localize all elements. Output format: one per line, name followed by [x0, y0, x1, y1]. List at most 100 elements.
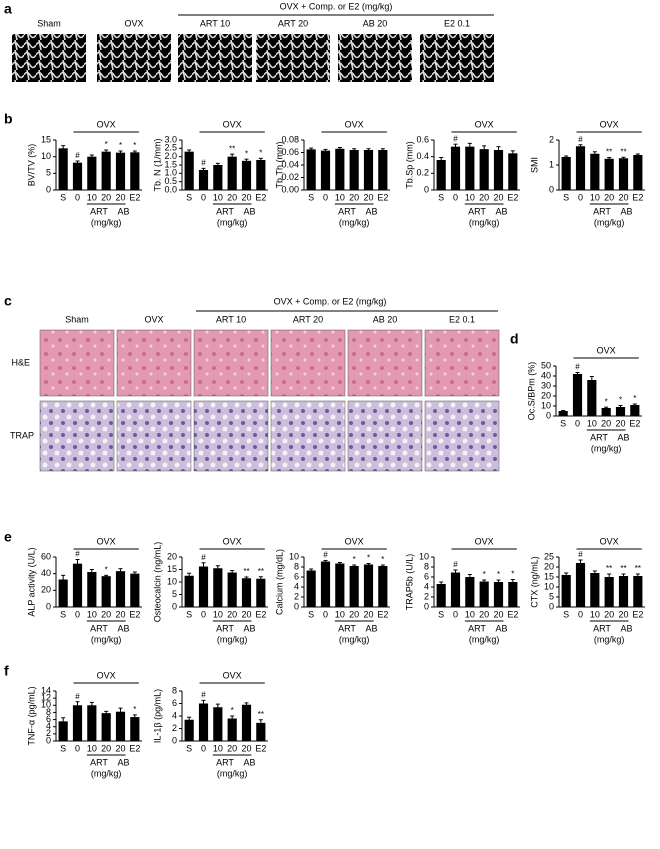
- significance: *: [497, 570, 500, 579]
- x-tick-label: 0: [453, 192, 458, 202]
- trap-image: [39, 400, 115, 472]
- bracket-label: OVX: [97, 536, 116, 546]
- significance: *: [105, 565, 108, 574]
- y-tick-label: 6: [294, 571, 299, 581]
- x-tick-label: 20: [618, 609, 628, 619]
- y-tick-label: 6: [424, 571, 429, 581]
- group-label: AB: [243, 757, 255, 767]
- image-label: Sham: [37, 18, 61, 28]
- y-tick-label: 2.5: [164, 143, 177, 153]
- y-tick-label: 0.00: [281, 184, 299, 194]
- x-tick-label: S: [60, 192, 66, 202]
- x-tick-label: E2: [129, 609, 140, 619]
- microct-image: [256, 34, 330, 82]
- significance: *: [353, 555, 356, 564]
- significance: #: [323, 551, 328, 560]
- he-image: [347, 329, 423, 397]
- bar: [618, 158, 629, 190]
- y-axis-label: SMI: [529, 157, 539, 173]
- significance: **: [606, 148, 612, 157]
- bar: [349, 566, 359, 607]
- x-tick-label: 20: [618, 192, 628, 202]
- he-image: [270, 329, 346, 397]
- x-tick-label: 10: [590, 192, 600, 202]
- x-tick-label: E2: [255, 192, 266, 202]
- x-tick-label: 0: [75, 609, 80, 619]
- x-tick-label: 0: [201, 192, 206, 202]
- he-image: [116, 329, 192, 397]
- image-label: AB 20: [363, 18, 388, 28]
- significance: *: [633, 394, 636, 403]
- bar: [378, 566, 388, 607]
- y-tick-label: 1.5: [164, 159, 177, 169]
- x-tick-label: S: [186, 192, 192, 202]
- y-tick-label: 10: [41, 700, 51, 710]
- bar: [184, 575, 194, 607]
- x-tick-label: 0: [75, 192, 80, 202]
- x-tick-label: E2: [629, 418, 640, 428]
- x-tick-label: 10: [87, 609, 97, 619]
- significance: *: [231, 706, 234, 715]
- panel-label: f: [4, 663, 9, 679]
- group-label: ART: [216, 206, 234, 216]
- y-axis-label: BV/TV (%): [26, 144, 36, 187]
- y-tick-label: 10: [541, 400, 551, 410]
- y-tick-label: 0: [172, 601, 177, 611]
- y-tick-label: 0.0: [164, 184, 177, 194]
- bar: [115, 711, 126, 741]
- group-label: AB: [117, 623, 129, 633]
- x-tick-label: 20: [493, 192, 503, 202]
- bar: [198, 566, 209, 607]
- y-tick-label: 8: [46, 707, 51, 717]
- bar: [572, 374, 583, 416]
- image-label: ART 10: [216, 314, 246, 324]
- image-label: E2 0.1: [444, 18, 470, 28]
- group-label: AB: [495, 623, 507, 633]
- bar: [256, 722, 266, 741]
- x-tick-label: E2: [255, 609, 266, 619]
- x-tick-label: 20: [604, 609, 614, 619]
- y-tick-label: 2: [294, 591, 299, 601]
- y-tick-label: 5: [172, 589, 177, 599]
- x-tick-label: 0: [201, 743, 206, 753]
- y-axis-label: Calcium (mg/dL): [274, 549, 284, 615]
- x-tick-label: S: [560, 418, 566, 428]
- bar: [87, 705, 97, 741]
- bracket-label: OVX: [345, 119, 364, 129]
- x-tick-label: 20: [241, 743, 251, 753]
- y-tick-label: 20: [167, 551, 177, 561]
- bracket-label: OVX: [97, 670, 116, 680]
- x-tick-label: 0: [575, 418, 580, 428]
- panel-label: b: [4, 111, 13, 127]
- group-title: OVX + Comp. or E2 (mg/kg): [280, 1, 393, 11]
- x-tick-label: 10: [465, 609, 475, 619]
- bar: [72, 563, 83, 607]
- group-label: ART: [468, 623, 486, 633]
- significance: *: [367, 554, 370, 563]
- y-tick-label: 20: [541, 390, 551, 400]
- y-tick-label: 0.08: [281, 134, 299, 144]
- y-tick-label: 3.0: [164, 134, 177, 144]
- y-tick-label: 0: [46, 601, 51, 611]
- x-tick-label: 20: [227, 192, 237, 202]
- y-tick-label: 10: [289, 551, 299, 561]
- x-tick-label: 0: [453, 609, 458, 619]
- y-tick-label: 5: [549, 591, 554, 601]
- bracket-label: OVX: [600, 119, 619, 129]
- microct-image: [12, 34, 86, 82]
- x-tick-label: 20: [363, 192, 373, 202]
- group-title: OVX + Comp. or E2 (mg/kg): [274, 296, 387, 306]
- y-tick-label: 0.4: [416, 151, 429, 161]
- group-label: AB: [620, 623, 632, 633]
- significance: #: [201, 553, 206, 562]
- bar: [115, 152, 126, 190]
- image-label: OVX: [144, 314, 163, 324]
- significance: **: [620, 564, 626, 573]
- y-tick-label: 2: [424, 591, 429, 601]
- y-tick-label: 0.5: [164, 176, 177, 186]
- unit-label: (mg/kg): [591, 443, 622, 453]
- group-label: ART: [593, 623, 611, 633]
- y-tick-label: 0: [46, 735, 51, 745]
- x-tick-label: 20: [227, 609, 237, 619]
- bar: [561, 157, 571, 190]
